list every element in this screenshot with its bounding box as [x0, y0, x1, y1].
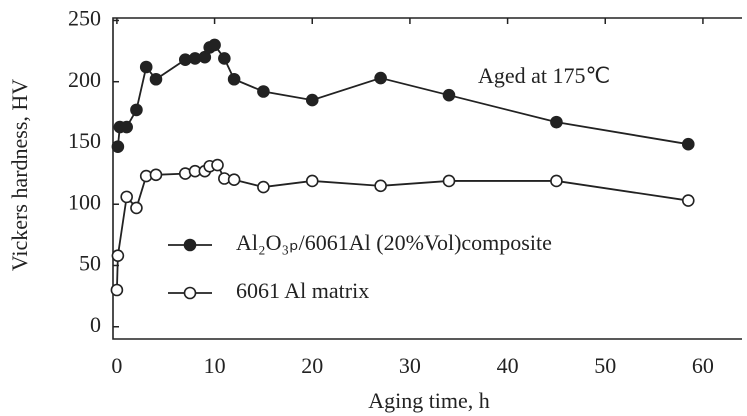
- data-point: [120, 190, 133, 204]
- y-tick-label: 200: [68, 67, 101, 92]
- x-tick-label: 0: [111, 353, 122, 378]
- data-point: [111, 249, 125, 262]
- plot-frame: [112, 17, 742, 340]
- x-tick-label: 30: [399, 353, 421, 378]
- data-point: [120, 120, 133, 134]
- data-point: [374, 71, 387, 85]
- data-point: [227, 72, 241, 86]
- legend-label: 6061 Al matrix: [236, 278, 369, 303]
- x-tick-label: 40: [497, 353, 519, 378]
- data-point: [550, 115, 563, 129]
- x-tick-label: 20: [301, 353, 323, 378]
- data-point: [227, 173, 241, 187]
- data-point: [550, 174, 563, 188]
- y-tick-label: 150: [68, 128, 101, 153]
- data-point: [305, 93, 319, 107]
- data-point: [681, 194, 695, 207]
- legend-marker: [183, 238, 197, 252]
- data-point: [257, 180, 270, 194]
- data-point: [208, 38, 221, 52]
- y-tick-label: 250: [68, 5, 101, 30]
- data-point: [305, 174, 319, 188]
- data-point: [130, 103, 143, 117]
- data-point: [149, 72, 163, 86]
- y-axis-label: Vickers hardness, HV: [7, 79, 32, 271]
- data-point: [149, 168, 163, 182]
- data-point: [211, 158, 224, 172]
- data-point: [442, 88, 456, 102]
- data-point: [111, 140, 125, 153]
- legend-marker: [183, 286, 197, 300]
- data-point: [442, 174, 456, 188]
- y-tick-label: 0: [90, 312, 101, 337]
- y-tick-label: 100: [68, 189, 101, 214]
- y-tick-label: 50: [79, 251, 101, 276]
- x-tick-label: 50: [594, 353, 616, 378]
- data-point: [139, 60, 153, 74]
- data-point: [374, 179, 387, 193]
- legend-label: Al₂O₃ₚ/6061Al (20%Vol)composite: [236, 230, 552, 255]
- annotation: Aged at 175℃: [478, 63, 610, 88]
- data-point: [198, 50, 212, 64]
- data-point: [257, 85, 270, 98]
- data-point: [218, 52, 231, 65]
- x-axis-label: Aging time, h: [368, 388, 490, 413]
- data-point: [110, 283, 124, 297]
- x-tick-label: 60: [692, 353, 714, 378]
- x-tick-label: 10: [204, 353, 226, 378]
- data-point: [130, 201, 143, 215]
- data-point: [681, 137, 695, 151]
- series-line: [116, 164, 689, 291]
